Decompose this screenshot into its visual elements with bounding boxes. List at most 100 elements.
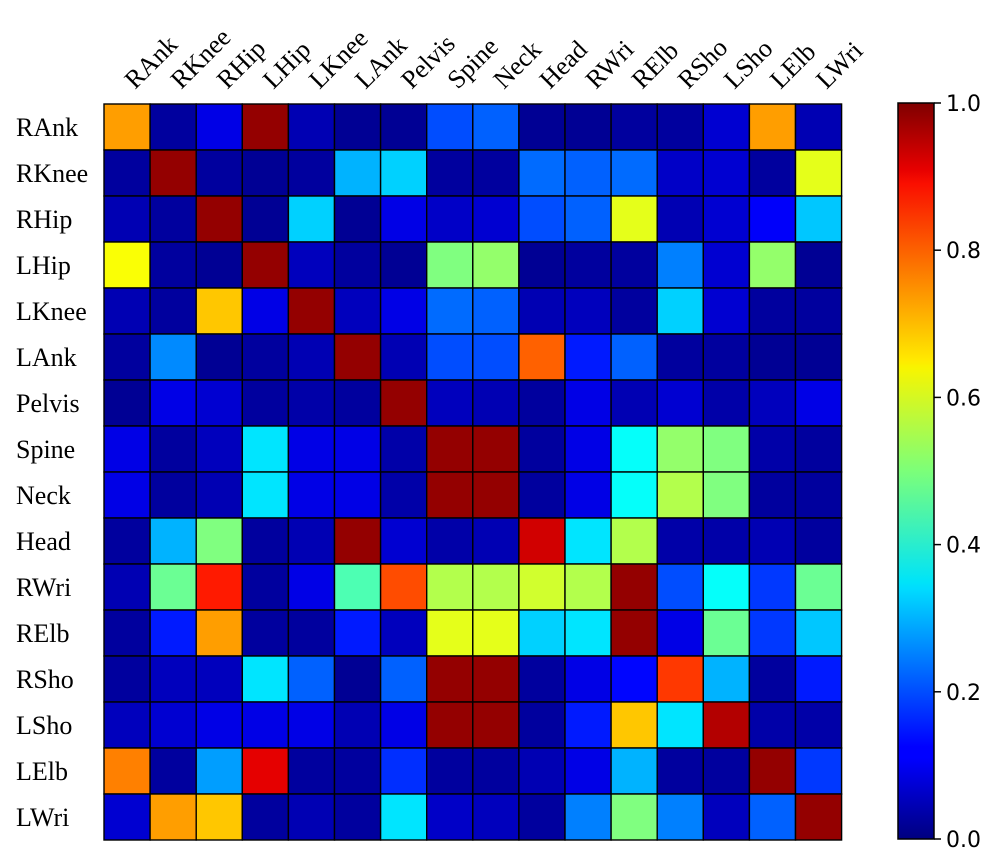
- heatmap-cell-lknee-lank: [333, 287, 382, 335]
- heatmap-cell-rsho-pelvis: [379, 655, 428, 703]
- heatmap-cell-lwri-rsho: [656, 793, 705, 841]
- heatmap-cell-rwri-rank: [103, 563, 151, 611]
- heatmap-cell-lhip-lwri: [794, 241, 843, 289]
- heatmap-cell-lsho-lank: [333, 701, 382, 749]
- heatmap-cell-rknee-rhip: [195, 149, 243, 197]
- heatmap-cell-lwri-relb: [610, 793, 658, 841]
- heatmap-cell-lsho-neck: [472, 701, 520, 749]
- heatmap-cell-relb-neck: [472, 609, 520, 657]
- heatmap-cell-lhip-lelb: [748, 241, 797, 289]
- heatmap-cell-rhip-rwri: [564, 195, 612, 243]
- heatmap-cell-rank-relb: [610, 103, 658, 151]
- heatmap-cell-lwri-rhip: [195, 793, 243, 841]
- heatmap-cell-pelvis-lelb: [748, 379, 797, 427]
- heatmap-cell-pelvis-neck: [472, 379, 520, 427]
- heatmap-cell-lelb-rknee: [149, 747, 197, 795]
- heatmap-cell-rsho-rknee: [149, 655, 197, 703]
- heatmap-cell-lhip-lhip: [241, 241, 290, 289]
- heatmap-cell-neck-rank: [103, 471, 151, 519]
- row-labels: RAnk RKnee RHip LHip LKnee LAnk Pelvis Spine Nec…: [16, 113, 88, 832]
- heatmap-cell-relb-pelvis: [379, 609, 428, 657]
- heatmap-cell-lwri-pelvis: [379, 793, 428, 841]
- heatmap-cell-pelvis-rknee: [149, 379, 197, 427]
- heatmap-cell-rknee-lsho: [702, 149, 751, 197]
- heatmap-cell-spine-rank: [103, 425, 151, 473]
- heatmap-cell-rwri-lknee: [287, 563, 336, 611]
- heatmap-cell-lsho-relb: [610, 701, 658, 749]
- heatmap-cell-rsho-neck: [472, 655, 520, 703]
- column-label-rank: RAnk: [119, 30, 183, 94]
- heatmap-cell-head-rsho: [656, 517, 705, 565]
- heatmap-cell-neck-lsho: [702, 471, 751, 519]
- row-label-lwri: LWri: [16, 803, 69, 832]
- row-label-lank: LAnk: [16, 343, 77, 372]
- row-label-lelb: LElb: [16, 757, 68, 786]
- heatmap-cell-relb-head: [518, 609, 566, 657]
- row-label-neck: Neck: [16, 481, 71, 510]
- heatmap-cell-pelvis-relb: [610, 379, 658, 427]
- row-label-rsho: RSho: [16, 665, 74, 694]
- row-label-spine: Spine: [16, 435, 75, 464]
- colorbar-tick-label: 0.2: [946, 681, 981, 706]
- heatmap-cell-rknee-lhip: [241, 149, 290, 197]
- heatmap-cell-lknee-relb: [610, 287, 658, 335]
- heatmap-cell-lank-lknee: [287, 333, 336, 381]
- heatmap-cell-relb-rknee: [149, 609, 197, 657]
- heatmap-cell-lwri-lwri: [794, 793, 843, 841]
- heatmap-cell-rank-head: [518, 103, 566, 151]
- heatmap-cell-relb-lknee: [287, 609, 336, 657]
- heatmap-cell-rhip-lsho: [702, 195, 751, 243]
- heatmap-cell-rhip-lwri: [794, 195, 843, 243]
- heatmap-cell-head-lelb: [748, 517, 797, 565]
- heatmap-cell-lknee-lhip: [241, 287, 290, 335]
- heatmap-cell-rsho-spine: [426, 655, 474, 703]
- heatmap-cell-lank-rank: [103, 333, 151, 381]
- heatmap-cell-lank-spine: [426, 333, 474, 381]
- heatmap-cell-head-neck: [472, 517, 520, 565]
- row-label-pelvis: Pelvis: [16, 389, 80, 418]
- heatmap-cell-spine-rknee: [149, 425, 197, 473]
- heatmap-cell-lelb-lsho: [702, 747, 751, 795]
- heatmap-cell-rhip-lank: [333, 195, 382, 243]
- heatmap-cell-head-relb: [610, 517, 658, 565]
- heatmap-cell-lank-lhip: [241, 333, 290, 381]
- heatmap-cell-lwri-rwri: [564, 793, 612, 841]
- heatmap-cell-rwri-lelb: [748, 563, 797, 611]
- heatmap-cell-lknee-rhip: [195, 287, 243, 335]
- heatmap-cell-head-pelvis: [379, 517, 428, 565]
- heatmap-cell-rank-lknee: [287, 103, 336, 151]
- heatmap-cell-rknee-rwri: [564, 149, 612, 197]
- heatmap-cell-rank-spine: [426, 103, 474, 151]
- heatmap-cell-lknee-rank: [103, 287, 151, 335]
- heatmap-cell-lwri-spine: [426, 793, 474, 841]
- heatmap-cell-lwri-rknee: [149, 793, 197, 841]
- heatmap-cell-lank-rwri: [564, 333, 612, 381]
- row-label-lknee: LKnee: [16, 297, 87, 326]
- heatmap-cell-rknee-relb: [610, 149, 658, 197]
- heatmap-cell-lhip-pelvis: [379, 241, 428, 289]
- heatmap-cell-relb-rsho: [656, 609, 705, 657]
- column-label-lhip: LHip: [257, 35, 316, 94]
- heatmap-cell-relb-rank: [103, 609, 151, 657]
- heatmap-cell-lank-lelb: [748, 333, 797, 381]
- heatmap-cell-rhip-rank: [103, 195, 151, 243]
- heatmap-cell-lwri-lelb: [748, 793, 797, 841]
- column-label-lelb: LElb: [764, 37, 821, 94]
- heatmap-cell-rwri-rwri: [564, 563, 612, 611]
- heatmap-cell-lsho-rsho: [656, 701, 705, 749]
- heatmap-cell-lwri-lknee: [287, 793, 336, 841]
- heatmap-cell-rank-lsho: [702, 103, 751, 151]
- heatmap-cell-rank-rhip: [195, 103, 243, 151]
- heatmap-cell-lknee-lelb: [748, 287, 797, 335]
- heatmap-cell-lhip-spine: [426, 241, 474, 289]
- heatmap-cell-rwri-lwri: [794, 563, 843, 611]
- heatmap-cell-lank-rsho: [656, 333, 705, 381]
- heatmap-cell-lwri-head: [518, 793, 566, 841]
- row-label-rhip: RHip: [16, 205, 72, 234]
- colorbar-tick-label: 0.6: [946, 386, 981, 411]
- heatmap-cell-spine-lsho: [702, 425, 751, 473]
- heatmap-cell-rknee-rank: [103, 149, 151, 197]
- heatmap-cell-rknee-rsho: [656, 149, 705, 197]
- heatmap-cell-rsho-lknee: [287, 655, 336, 703]
- heatmap-cell-relb-lsho: [702, 609, 751, 657]
